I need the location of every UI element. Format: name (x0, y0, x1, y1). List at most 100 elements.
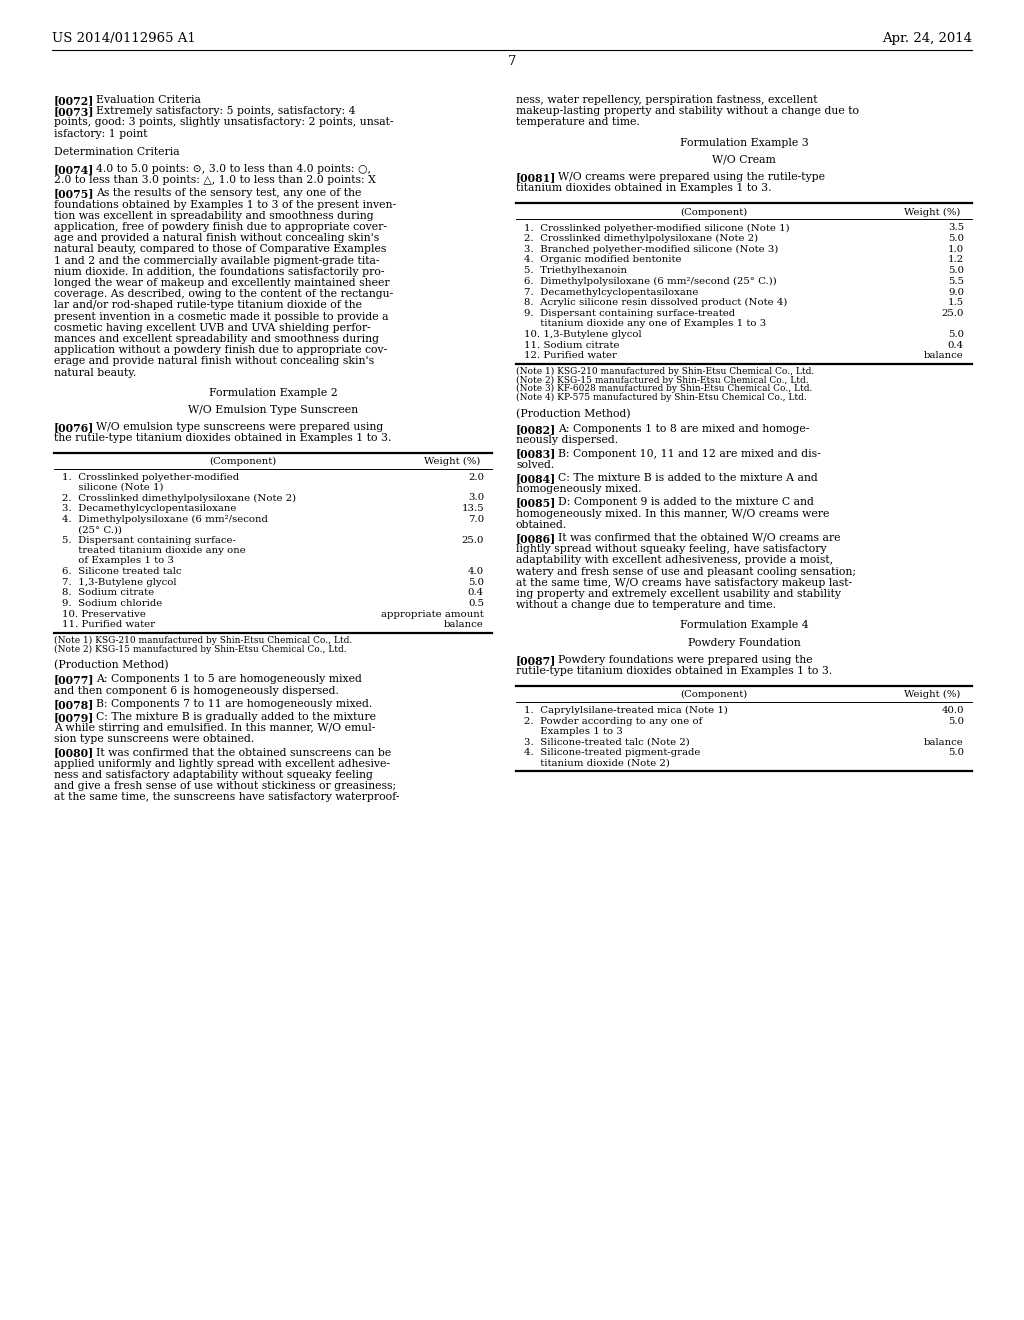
Text: [0083]: [0083] (516, 449, 556, 459)
Text: adaptability with excellent adhesiveness, provide a moist,: adaptability with excellent adhesiveness… (516, 556, 834, 565)
Text: watery and fresh sense of use and pleasant cooling sensation;: watery and fresh sense of use and pleasa… (516, 566, 856, 577)
Text: 11. Purified water: 11. Purified water (62, 620, 155, 630)
Text: 5.0: 5.0 (948, 748, 964, 758)
Text: 4.0: 4.0 (468, 566, 484, 576)
Text: 5.  Triethylhexanoin: 5. Triethylhexanoin (524, 267, 627, 275)
Text: Weight (%): Weight (%) (903, 207, 961, 216)
Text: It was confirmed that the obtained sunscreens can be: It was confirmed that the obtained sunsc… (96, 747, 391, 758)
Text: Evaluation Criteria: Evaluation Criteria (96, 95, 201, 106)
Text: obtained.: obtained. (516, 520, 567, 529)
Text: applied uniformly and lightly spread with excellent adhesive-: applied uniformly and lightly spread wit… (54, 759, 390, 768)
Text: (Note 4) KP-575 manufactured by Shin-Etsu Chemical Co., Ltd.: (Note 4) KP-575 manufactured by Shin-Ets… (516, 392, 807, 401)
Text: 5.0: 5.0 (948, 330, 964, 339)
Text: at the same time, W/O creams have satisfactory makeup last-: at the same time, W/O creams have satisf… (516, 578, 852, 587)
Text: C: The mixture B is gradually added to the mixture: C: The mixture B is gradually added to t… (96, 711, 376, 722)
Text: Weight (%): Weight (%) (424, 457, 480, 466)
Text: (Component): (Component) (209, 457, 276, 466)
Text: 4.0 to 5.0 points: ⊙, 3.0 to less than 4.0 points: ○,: 4.0 to 5.0 points: ⊙, 3.0 to less than 4… (96, 164, 371, 174)
Text: (Note 3) KF-6028 manufactured by Shin-Etsu Chemical Co., Ltd.: (Note 3) KF-6028 manufactured by Shin-Et… (516, 384, 812, 393)
Text: 2.  Crosslinked dimethylpolysiloxane (Note 2): 2. Crosslinked dimethylpolysiloxane (Not… (524, 234, 758, 243)
Text: titanium dioxide any one of Examples 1 to 3: titanium dioxide any one of Examples 1 t… (524, 319, 766, 329)
Text: balance: balance (925, 351, 964, 360)
Text: [0087]: [0087] (516, 655, 556, 665)
Text: Formulation Example 3: Formulation Example 3 (680, 137, 808, 148)
Text: 8.  Sodium citrate: 8. Sodium citrate (62, 589, 155, 597)
Text: 12. Purified water: 12. Purified water (524, 351, 616, 360)
Text: 7.  1,3-Butylene glycol: 7. 1,3-Butylene glycol (62, 578, 176, 586)
Text: It was confirmed that the obtained W/O creams are: It was confirmed that the obtained W/O c… (558, 533, 841, 543)
Text: 9.0: 9.0 (948, 288, 964, 297)
Text: 1.2: 1.2 (948, 256, 964, 264)
Text: 25.0: 25.0 (942, 309, 964, 318)
Text: 1 and 2 and the commercially available pigment-grade tita-: 1 and 2 and the commercially available p… (54, 256, 380, 265)
Text: 0.4: 0.4 (948, 341, 964, 350)
Text: 10. Preservative: 10. Preservative (62, 610, 145, 619)
Text: [0078]: [0078] (54, 698, 94, 710)
Text: without a change due to temperature and time.: without a change due to temperature and … (516, 601, 776, 610)
Text: longed the wear of makeup and excellently maintained sheer: longed the wear of makeup and excellentl… (54, 279, 389, 288)
Text: D: Component 9 is added to the mixture C and: D: Component 9 is added to the mixture C… (558, 498, 814, 507)
Text: 4.  Organic modified bentonite: 4. Organic modified bentonite (524, 256, 682, 264)
Text: [0075]: [0075] (54, 189, 94, 199)
Text: Formulation Example 4: Formulation Example 4 (680, 620, 808, 631)
Text: 0.5: 0.5 (468, 599, 484, 609)
Text: 1.5: 1.5 (948, 298, 964, 308)
Text: Weight (%): Weight (%) (903, 690, 961, 700)
Text: homogeneously mixed.: homogeneously mixed. (516, 484, 641, 494)
Text: (Note 1) KSG-210 manufactured by Shin-Etsu Chemical Co., Ltd.: (Note 1) KSG-210 manufactured by Shin-Et… (54, 636, 352, 645)
Text: coverage. As described, owing to the content of the rectangu-: coverage. As described, owing to the con… (54, 289, 393, 300)
Text: 4.  Silicone-treated pigment-grade: 4. Silicone-treated pigment-grade (524, 748, 700, 758)
Text: of Examples 1 to 3: of Examples 1 to 3 (62, 556, 174, 565)
Text: solved.: solved. (516, 459, 554, 470)
Text: 2.0: 2.0 (468, 473, 484, 482)
Text: application, free of powdery finish due to appropriate cover-: application, free of powdery finish due … (54, 222, 387, 232)
Text: 5.0: 5.0 (948, 234, 964, 243)
Text: 11. Sodium citrate: 11. Sodium citrate (524, 341, 620, 350)
Text: W/O emulsion type sunscreens were prepared using: W/O emulsion type sunscreens were prepar… (96, 422, 383, 432)
Text: temperature and time.: temperature and time. (516, 117, 640, 128)
Text: W/O Cream: W/O Cream (712, 154, 776, 165)
Text: titanium dioxide (Note 2): titanium dioxide (Note 2) (524, 759, 670, 768)
Text: [0072]: [0072] (54, 95, 94, 106)
Text: neously dispersed.: neously dispersed. (516, 436, 618, 445)
Text: treated titanium dioxide any one: treated titanium dioxide any one (62, 546, 246, 554)
Text: 1.  Crosslinked polyether-modified: 1. Crosslinked polyether-modified (62, 473, 240, 482)
Text: silicone (Note 1): silicone (Note 1) (62, 483, 164, 492)
Text: US 2014/0112965 A1: US 2014/0112965 A1 (52, 32, 196, 45)
Text: foundations obtained by Examples 1 to 3 of the present inven-: foundations obtained by Examples 1 to 3 … (54, 199, 396, 210)
Text: balance: balance (925, 738, 964, 747)
Text: As the results of the sensory test, any one of the: As the results of the sensory test, any … (96, 189, 361, 198)
Text: Apr. 24, 2014: Apr. 24, 2014 (882, 32, 972, 45)
Text: isfactory: 1 point: isfactory: 1 point (54, 128, 147, 139)
Text: 3.  Silicone-treated talc (Note 2): 3. Silicone-treated talc (Note 2) (524, 738, 690, 747)
Text: [0074]: [0074] (54, 164, 94, 176)
Text: B: Components 7 to 11 are homogeneously mixed.: B: Components 7 to 11 are homogeneously … (96, 698, 373, 709)
Text: balance: balance (444, 620, 484, 630)
Text: 2.0 to less than 3.0 points: △, 1.0 to less than 2.0 points: X: 2.0 to less than 3.0 points: △, 1.0 to l… (54, 176, 376, 185)
Text: 6.  Dimethylpolysiloxane (6 mm²/second (25° C.)): 6. Dimethylpolysiloxane (6 mm²/second (2… (524, 277, 777, 286)
Text: [0080]: [0080] (54, 747, 94, 759)
Text: (Note 2) KSG-15 manufactured by Shin-Etsu Chemical Co., Ltd.: (Note 2) KSG-15 manufactured by Shin-Ets… (54, 644, 347, 653)
Text: ing property and extremely excellent usability and stability: ing property and extremely excellent usa… (516, 589, 841, 599)
Text: 7.  Decamethylcyclopentasiloxane: 7. Decamethylcyclopentasiloxane (524, 288, 698, 297)
Text: 7.0: 7.0 (468, 515, 484, 524)
Text: 1.  Caprylylsilane-treated mica (Note 1): 1. Caprylylsilane-treated mica (Note 1) (524, 706, 728, 715)
Text: [0086]: [0086] (516, 533, 556, 544)
Text: 5.5: 5.5 (948, 277, 964, 286)
Text: sion type sunscreens were obtained.: sion type sunscreens were obtained. (54, 734, 254, 744)
Text: 5.0: 5.0 (948, 717, 964, 726)
Text: and give a fresh sense of use without stickiness or greasiness;: and give a fresh sense of use without st… (54, 781, 396, 791)
Text: [0081]: [0081] (516, 172, 556, 183)
Text: 9.  Sodium chloride: 9. Sodium chloride (62, 599, 162, 609)
Text: at the same time, the sunscreens have satisfactory waterproof-: at the same time, the sunscreens have sa… (54, 792, 399, 803)
Text: 4.  Dimethylpolysiloxane (6 mm²/second: 4. Dimethylpolysiloxane (6 mm²/second (62, 515, 268, 524)
Text: B: Component 10, 11 and 12 are mixed and dis-: B: Component 10, 11 and 12 are mixed and… (558, 449, 821, 458)
Text: 40.0: 40.0 (941, 706, 964, 715)
Text: 3.  Branched polyether-modified silicone (Note 3): 3. Branched polyether-modified silicone … (524, 244, 778, 253)
Text: 5.0: 5.0 (948, 267, 964, 275)
Text: (Note 2) KSG-15 manufactured by Shin-Etsu Chemical Co., Ltd.: (Note 2) KSG-15 manufactured by Shin-Ets… (516, 375, 809, 384)
Text: A: Components 1 to 8 are mixed and homoge-: A: Components 1 to 8 are mixed and homog… (558, 424, 809, 434)
Text: application without a powdery finish due to appropriate cov-: application without a powdery finish due… (54, 346, 387, 355)
Text: tion was excellent in spreadability and smoothness during: tion was excellent in spreadability and … (54, 211, 374, 220)
Text: 2.  Powder according to any one of: 2. Powder according to any one of (524, 717, 702, 726)
